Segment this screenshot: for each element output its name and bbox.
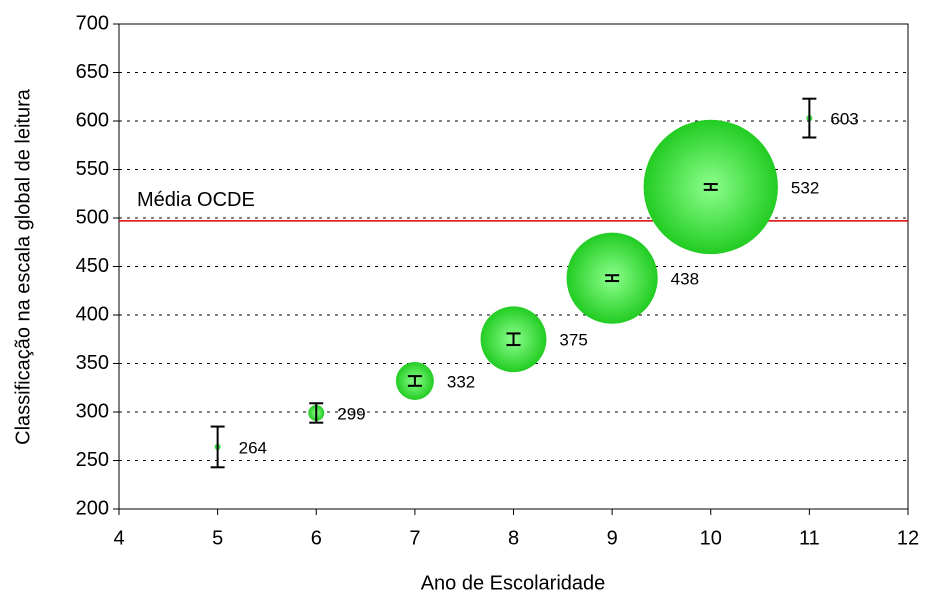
data-label: 603 — [830, 110, 858, 129]
plot-border — [118, 23, 909, 510]
x-tick-label: 6 — [311, 527, 322, 549]
y-tick-label: 600 — [76, 109, 109, 131]
x-tick-label: 10 — [700, 527, 722, 549]
y-tick-label: 550 — [76, 158, 109, 180]
data-label: 438 — [671, 270, 699, 289]
data-label: 264 — [239, 438, 267, 457]
x-tick-label: 12 — [897, 527, 919, 549]
data-label: 532 — [791, 178, 819, 197]
y-tick-label: 250 — [76, 449, 109, 471]
data-label: 375 — [559, 331, 587, 350]
x-tick-label: 8 — [508, 527, 519, 549]
x-tick-label: 11 — [799, 527, 820, 549]
y-tick-label: 300 — [76, 400, 109, 422]
y-tick-label: 400 — [76, 303, 109, 325]
y-tick-label: 450 — [76, 255, 109, 277]
reference-label: Média OCDE — [137, 189, 255, 211]
y-tick-label: 350 — [76, 352, 109, 374]
x-tick-label: 7 — [409, 527, 420, 549]
x-tick-label: 4 — [113, 527, 124, 549]
x-axis-label: Ano de Escolaridade — [421, 572, 606, 594]
y-tick-label: 200 — [76, 497, 109, 519]
data-label: 299 — [337, 404, 365, 423]
data-label: 332 — [447, 372, 475, 391]
y-tick-label: 500 — [76, 206, 109, 228]
x-tick-label: 5 — [212, 527, 223, 549]
y-tick-label: 700 — [76, 12, 109, 34]
y-tick-label: 650 — [76, 61, 109, 83]
x-tick-label: 9 — [607, 527, 618, 549]
y-axis-label: Classificação na escala global de leitur… — [12, 88, 34, 445]
